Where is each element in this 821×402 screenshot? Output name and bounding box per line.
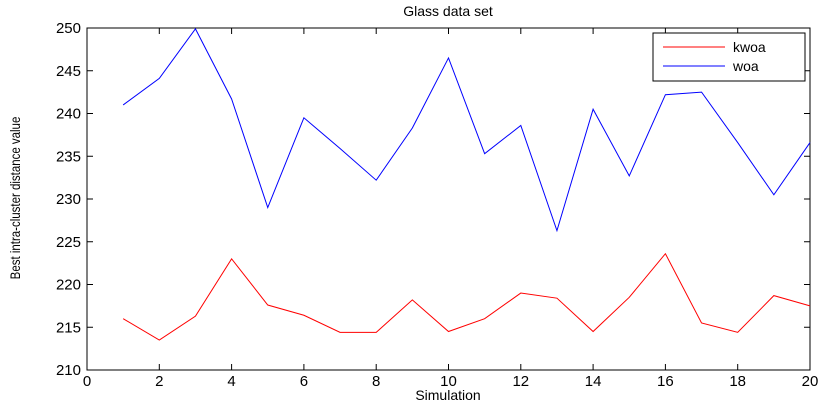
plot-area: 0 2 4 6 8 10 12 14 16 18 20 210 215 220 225 230 235 240 24… <box>56 20 818 390</box>
x-tick-label: 12 <box>512 373 529 390</box>
y-tick-label: 220 <box>56 277 81 294</box>
y-tick-label: 210 <box>56 362 81 379</box>
series-line-kwoa <box>122 252 811 341</box>
x-tick-label: 14 <box>585 373 602 390</box>
x-tick-label: 4 <box>227 373 235 390</box>
legend-box <box>652 32 806 82</box>
legend-label-kwoa: kwoa <box>733 39 766 55</box>
x-tick-label: 20 <box>802 373 819 390</box>
y-axis-label-group: Best intra-cluster distance value <box>7 117 23 280</box>
x-tick-label: 6 <box>300 373 308 390</box>
x-tick-label: 8 <box>372 373 380 390</box>
y-tick-label: 215 <box>56 319 81 336</box>
y-tick-label: 245 <box>56 63 81 80</box>
y-tick-label: 225 <box>56 234 81 251</box>
series-line-woa <box>122 27 811 233</box>
y-tick-label: 230 <box>56 191 81 208</box>
y-tick-label: 235 <box>56 148 81 165</box>
x-axis-label: Simulation <box>415 387 480 402</box>
y-tick-label: 240 <box>56 106 81 123</box>
x-tick-label: 18 <box>729 373 746 390</box>
x-tick-label: 0 <box>83 373 91 390</box>
chart-title: Glass data set <box>403 3 493 19</box>
legend-label-woa: woa <box>732 58 759 74</box>
x-tick-label: 10 <box>440 373 457 390</box>
x-tick-label: 2 <box>155 373 163 390</box>
y-tick-label: 250 <box>56 20 81 37</box>
x-tick-label: 16 <box>657 373 674 390</box>
y-axis-label: Best intra-cluster distance value <box>7 117 23 280</box>
